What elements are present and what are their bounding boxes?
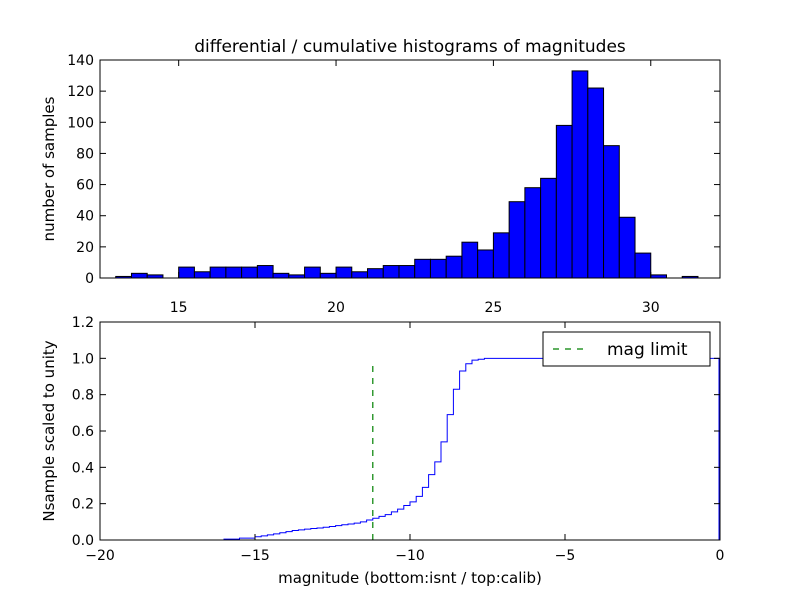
histogram-bar [587,87,605,279]
x-tick-label: 25 [484,300,502,316]
bottom-y-axis-label: Nsample scaled to unity [40,340,58,521]
y-tick-label: 0.6 [72,424,94,440]
x-tick-label: 15 [170,300,188,316]
histogram-bar [540,177,557,279]
y-tick-label: 0.4 [72,460,94,476]
top-y-ticks: 0 20 40 60 80 100 120 140 [67,53,720,287]
y-tick-label: 40 [76,209,94,225]
histogram-bar [524,187,542,279]
histogram-bar [193,271,211,279]
top-chart-title: differential / cumulative histograms of … [194,37,626,57]
histogram-bar [272,272,290,279]
legend: mag limit [542,331,711,367]
top-x-ticks: 15 20 25 30 [170,60,660,316]
histogram-bar [178,266,195,279]
y-tick-label: 80 [76,146,94,162]
histogram-bar [603,145,620,279]
y-tick-label: 1.0 [72,351,94,367]
histogram-bar [241,266,258,279]
bottom-x-axis-label: magnitude (bottom:isnt / top:calib) [278,569,542,587]
legend-mag-limit-label: mag limit [607,340,688,360]
top-panel: differential / cumulative histograms of … [40,37,721,316]
y-tick-label: 120 [67,84,94,100]
histogram-bar [351,271,369,279]
histogram-bar [225,266,243,279]
y-tick-label: 140 [67,53,94,69]
histogram-bar [477,249,494,279]
histogram-bar [492,232,510,279]
histogram-bar [508,201,526,279]
histogram-bar [555,124,573,279]
histogram-bar [335,266,353,279]
histogram-bar [414,258,431,279]
bottom-lines [100,357,720,541]
y-tick-label: 0.2 [72,497,94,513]
x-tick-label: 30 [642,300,660,316]
x-tick-label: −10 [395,548,425,564]
x-tick-label: −20 [85,548,115,564]
histogram-bar [398,265,416,279]
histogram-bar [634,252,652,279]
histogram-bar [382,265,400,279]
x-tick-label: 0 [716,548,725,564]
x-tick-label: −15 [240,548,270,564]
x-tick-label: −5 [555,548,576,564]
histogram-bar [429,258,447,279]
histogram-bar [461,241,479,279]
histogram-bar [571,70,589,279]
histogram-bar [618,216,636,279]
y-tick-label: 60 [76,178,94,194]
y-tick-label: 0 [85,271,94,287]
bottom-panel: −20 −15 −10 −5 0 0.0 0.2 0.4 0.6 0.8 1.0 1.2 magni… [40,315,724,587]
y-tick-label: 1.2 [72,315,94,331]
histogram-bar [445,255,463,279]
histogram-bar [304,266,321,279]
histogram-bar [367,268,384,279]
x-tick-label: 20 [327,300,345,316]
top-y-axis-label: number of samples [40,96,58,241]
y-tick-label: 20 [76,240,94,256]
histogram-bar [209,266,227,279]
y-tick-label: 100 [67,115,94,131]
bottom-y-ticks: 0.0 0.2 0.4 0.6 0.8 1.0 1.2 [72,315,720,549]
bottom-x-ticks: −20 −15 −10 −5 0 [85,322,724,564]
top-plot-frame [99,59,721,279]
y-tick-label: 0.0 [72,533,94,549]
histogram-bar [319,272,337,279]
histogram-bar [130,272,148,279]
cumulative-step-line [100,357,720,541]
histogram-bar [256,265,274,279]
y-tick-label: 0.8 [72,388,94,404]
